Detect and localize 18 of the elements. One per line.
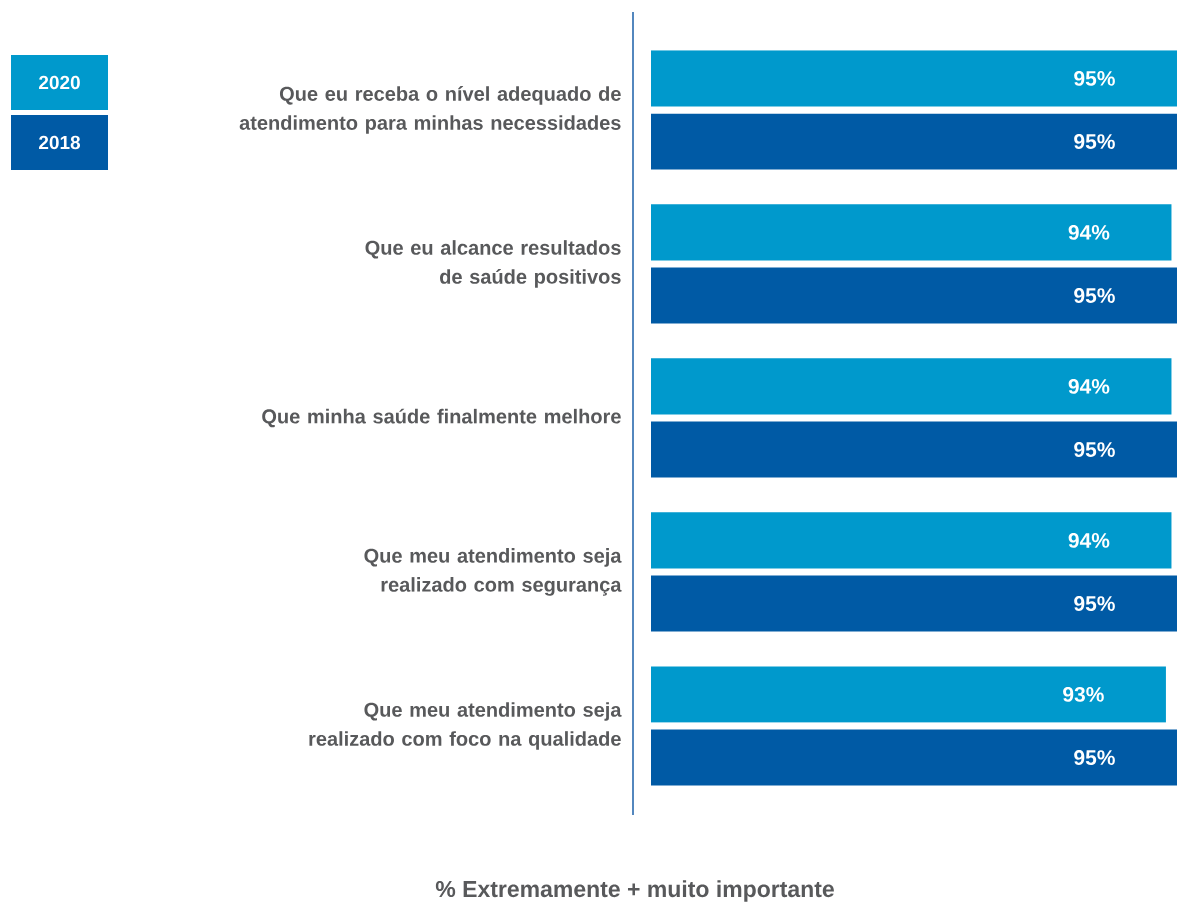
- data-label: 93%: [1063, 686, 1104, 702]
- data-label: 94%: [1068, 224, 1110, 240]
- y-tick-label: Que eu alcance resultados de saúde positivos: [365, 240, 621, 288]
- data-label: 94%: [1068, 378, 1110, 394]
- text: 2020: [39, 75, 80, 90]
- x-axis-title: % Extremamente + muito importante: [435, 880, 834, 902]
- data-label: 95%: [1074, 70, 1115, 86]
- y-tick-label: Que eu receba o nível adequado de atendimento para minhas necessidades: [239, 86, 621, 134]
- data-label: 94%: [1068, 532, 1110, 548]
- y-tick-label: Que meu atendimento seja realizado com foco na qualidade: [309, 702, 622, 750]
- data-label: 95%: [1074, 750, 1115, 765]
- data-label: 95%: [1074, 442, 1115, 457]
- data-label: 95%: [1074, 596, 1115, 611]
- text: 2018: [39, 135, 81, 150]
- y-tick-label: Que minha saúde finalmente melhore: [262, 408, 621, 428]
- data-label: 95%: [1074, 288, 1115, 303]
- y-tick-label: Que meu atendimento seja realizado com segurança: [364, 548, 622, 596]
- data-label: 95%: [1074, 134, 1115, 149]
